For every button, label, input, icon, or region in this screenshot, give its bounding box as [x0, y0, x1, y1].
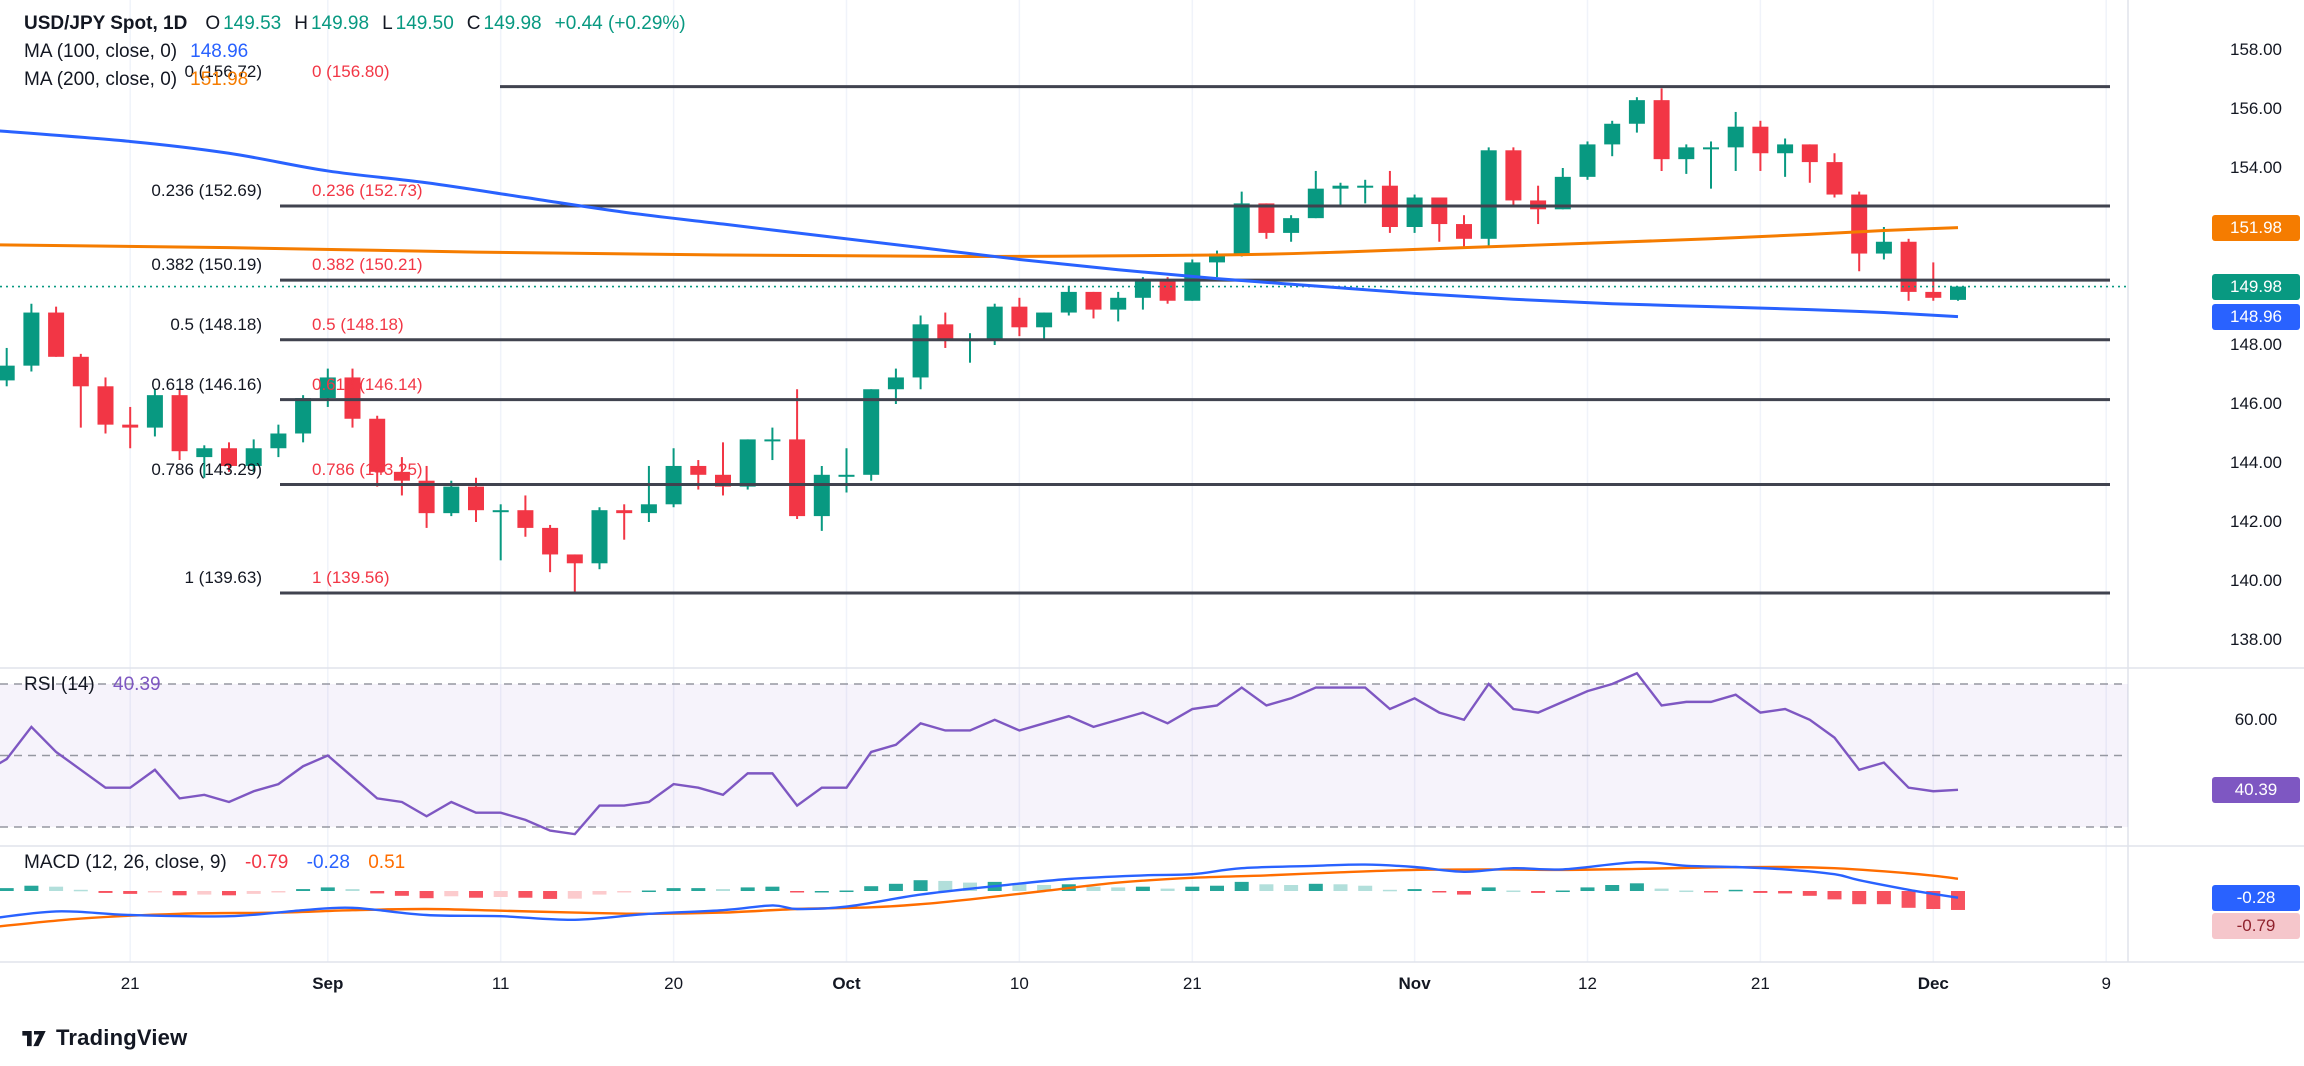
- rsi-value-badge: 40.39: [2212, 776, 2300, 803]
- tradingview-logo-text: TradingView: [56, 1025, 188, 1050]
- price-axis-label: 154.00: [2230, 158, 2282, 177]
- fib-label-left[interactable]: 0.236 (152.69): [151, 181, 262, 201]
- rsi-legend: RSI (14) 40.39: [24, 674, 161, 696]
- ma100-label[interactable]: MA (100, close, 0): [24, 41, 178, 62]
- time-axis-label: Dec: [1917, 974, 1949, 993]
- ma200-price-badge: 151.98: [2212, 214, 2300, 241]
- ma200-value: 151.98: [190, 69, 249, 90]
- fib-label-right[interactable]: 0.382 (150.21): [312, 255, 423, 275]
- ma100-legend-row: MA (100, close, 0) 148.96: [24, 38, 686, 66]
- price-axis-label: 142.00: [2230, 512, 2282, 531]
- time-axis-label: 21: [1750, 974, 1770, 993]
- fib-label-right[interactable]: 0.618 (146.14): [312, 374, 423, 394]
- macd-label[interactable]: MACD (12, 26, close, 9): [24, 852, 227, 873]
- fib-label-right[interactable]: 0.236 (152.73): [312, 181, 423, 201]
- time-axis-label: 11: [491, 974, 510, 993]
- fib-label-left[interactable]: 0 (156.72): [184, 61, 263, 81]
- time-axis-label: 20: [664, 974, 684, 993]
- time-axis-label: Nov: [1398, 974, 1431, 993]
- ma100-price-badge: 148.96: [2212, 303, 2300, 330]
- rsi-axis-label: 60.00: [2234, 709, 2278, 729]
- fib-label-right[interactable]: 1 (139.56): [312, 567, 390, 587]
- ma200-label[interactable]: MA (200, close, 0): [24, 69, 178, 90]
- price-axis-label: 156.00: [2230, 99, 2282, 118]
- price-axis-label: 158.00: [2230, 40, 2282, 59]
- rsi-label[interactable]: RSI (14): [24, 674, 95, 695]
- tradingview-logo[interactable]: TradingView: [20, 1024, 187, 1052]
- macd-hist-value: -0.79: [245, 852, 289, 873]
- fib-label-right[interactable]: 0.786 (143.25): [312, 459, 423, 479]
- macd-hist-badge: -0.79: [2212, 912, 2300, 939]
- macd-line-value: -0.28: [306, 852, 350, 873]
- symbol-legend-row: USD/JPY Spot, 1D O 149.53 H 149.98 L 149…: [24, 10, 686, 38]
- time-axis-label: 9: [2101, 974, 2111, 993]
- low-value: 149.50: [395, 13, 454, 34]
- price-axis-label: 144.00: [2230, 453, 2282, 472]
- macd-legend: MACD (12, 26, close, 9) -0.79 -0.28 0.51: [24, 852, 405, 874]
- time-axis-label: Sep: [312, 974, 344, 993]
- price-axis-label: 140.00: [2230, 571, 2282, 590]
- close-label: C: [466, 13, 481, 34]
- fib-label-right[interactable]: 0.5 (148.18): [312, 314, 404, 334]
- macd-signal-value: 0.51: [368, 852, 406, 873]
- fib-label-right[interactable]: 0 (156.80): [312, 61, 390, 81]
- ma200-legend-row: MA (200, close, 0) 151.98: [24, 66, 686, 94]
- fib-label-left[interactable]: 1 (139.63): [184, 567, 263, 587]
- fib-label-left[interactable]: 0.5 (148.18): [170, 314, 262, 334]
- fib-label-left[interactable]: 0.618 (146.16): [151, 374, 262, 394]
- rsi-value: 40.39: [113, 674, 161, 695]
- price-axis-label: 138.00: [2230, 630, 2282, 649]
- time-axis-label: 21: [1182, 974, 1202, 993]
- change-value: +0.44 (+0.29%): [554, 13, 686, 34]
- open-label: O: [205, 13, 221, 34]
- price-axis-label: 146.00: [2230, 394, 2282, 413]
- time-axis-label: Oct: [832, 974, 861, 993]
- high-value: 149.98: [310, 13, 370, 34]
- ma100-value: 148.96: [190, 41, 249, 62]
- tradingview-logo-icon: [22, 1031, 46, 1047]
- symbol-title[interactable]: USD/JPY Spot, 1D: [24, 13, 188, 34]
- macd-line-badge: -0.28: [2212, 884, 2300, 911]
- low-label: L: [382, 13, 393, 34]
- fib-label-left[interactable]: 0.786 (143.29): [151, 459, 262, 479]
- time-axis-label: 21: [120, 974, 140, 993]
- last-price-badge: 149.98: [2212, 273, 2300, 300]
- price-axis-label: 148.00: [2230, 335, 2282, 354]
- time-axis-label: 12: [1578, 974, 1597, 993]
- high-label: H: [294, 13, 308, 34]
- symbol-legend: USD/JPY Spot, 1D O 149.53 H 149.98 L 149…: [24, 10, 686, 94]
- open-value: 149.53: [223, 13, 282, 34]
- time-axis-label: 10: [1009, 974, 1029, 993]
- fib-label-left[interactable]: 0.382 (150.19): [151, 255, 262, 275]
- close-value: 149.98: [483, 13, 542, 34]
